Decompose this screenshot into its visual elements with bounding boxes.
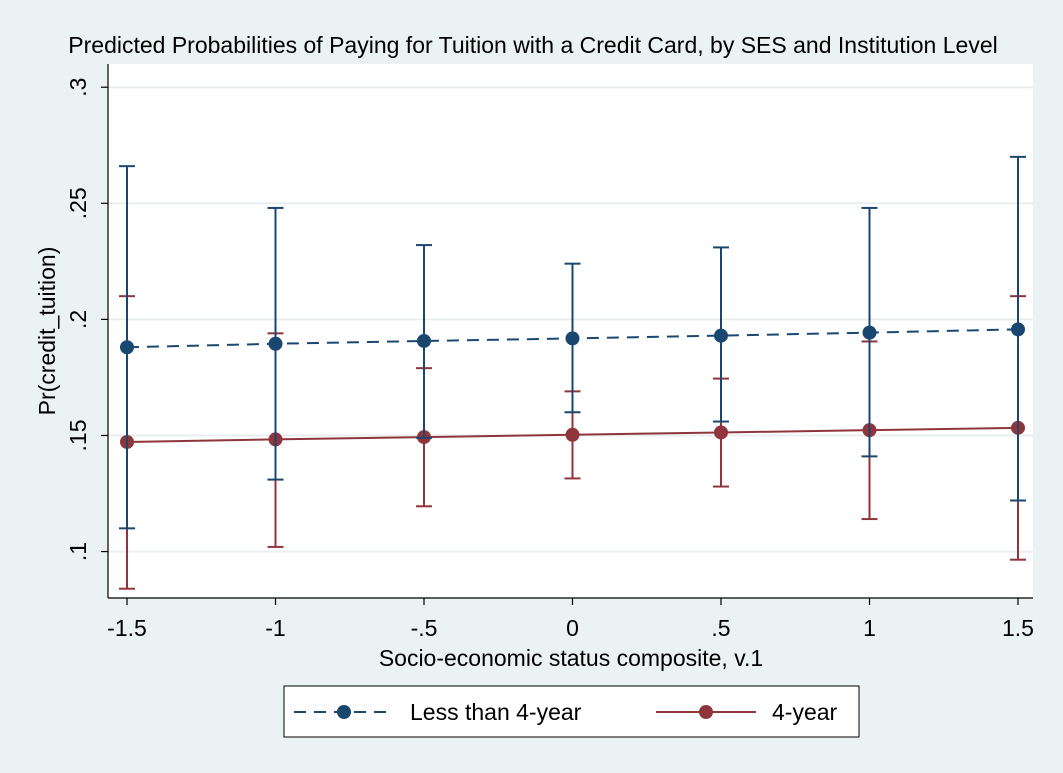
x-axis-label: Socio-economic status composite, v.1 [379, 645, 763, 671]
legend-label-less-than-4-year: Less than 4-year [410, 699, 582, 725]
legend-marker-less-than-4-year [337, 705, 351, 719]
series-less-than-4-year [119, 155, 1026, 530]
y-tick-label: .2 [65, 310, 91, 329]
point-4-year [714, 425, 728, 440]
point-less-than-4-year [565, 331, 580, 346]
x-tick-label: -1.5 [107, 615, 147, 641]
legend-label-4-year: 4-year [772, 699, 838, 725]
x-tick-label: 1.5 [1002, 615, 1034, 641]
x-tick-label: .5 [711, 615, 730, 641]
point-less-than-4-year [268, 336, 283, 351]
x-axis: -1.5 -1 -.5 0 .5 1 1.5 [107, 597, 1034, 641]
y-axis-label: Pr(credit_tuition) [34, 247, 60, 416]
y-tick-label: .15 [65, 419, 91, 451]
legend: Less than 4-year 4-year [283, 685, 860, 738]
legend-box [283, 685, 860, 738]
legend-marker-4-year [699, 705, 713, 719]
point-4-year [565, 427, 580, 442]
y-tick-label: .3 [65, 78, 91, 97]
x-tick-label: -.5 [411, 615, 438, 641]
x-tick-label: 1 [863, 615, 876, 641]
point-less-than-4-year [120, 340, 134, 355]
point-less-than-4-year [862, 325, 877, 340]
y-axis: .1 .15 .2 .25 .3 [65, 64, 109, 598]
point-less-than-4-year [1011, 322, 1025, 337]
point-less-than-4-year [714, 328, 728, 343]
chart-title: Predicted Probabilities of Paying for Tu… [68, 32, 997, 58]
series-layer [119, 155, 1026, 590]
plot-area [108, 64, 1033, 598]
y-tick-label: .25 [65, 187, 91, 219]
y-tick-label: .1 [65, 542, 91, 561]
point-less-than-4-year [417, 333, 431, 348]
x-tick-label: -1 [265, 615, 285, 641]
x-tick-label: 0 [566, 615, 579, 641]
